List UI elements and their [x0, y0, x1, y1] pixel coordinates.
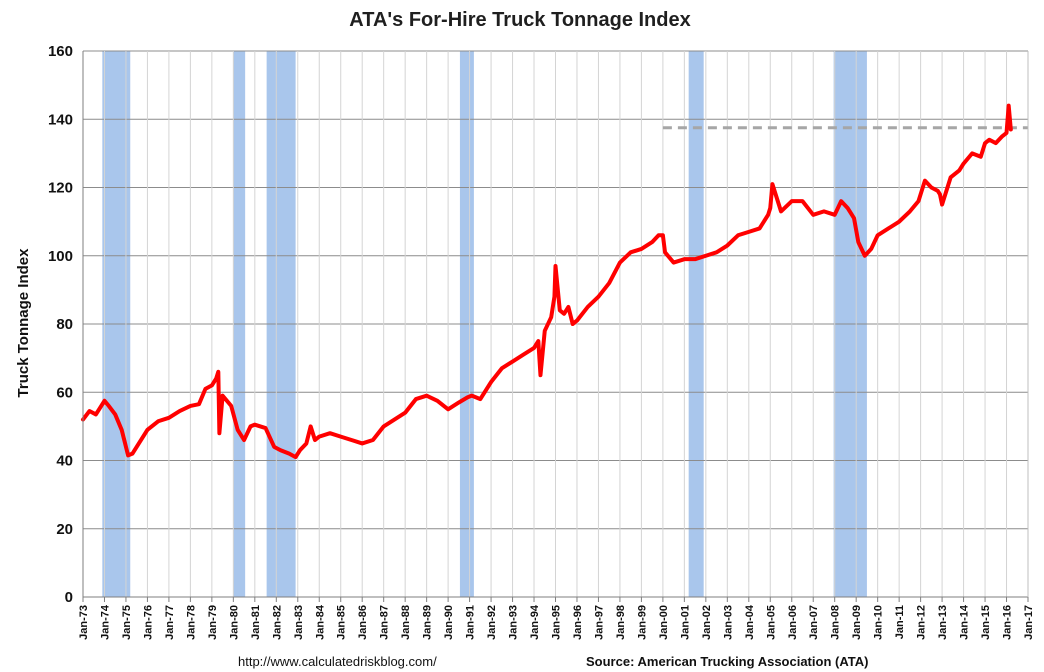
- x-tick-label: Jan-08: [830, 605, 842, 640]
- x-tick-label: Jan-75: [121, 605, 133, 640]
- x-tick-labels: Jan-73 Jan-74 Jan-75 Jan-76 Jan-77 Jan-78 Jan-…: [78, 604, 1035, 640]
- x-tick-label: Jan-87: [379, 605, 391, 640]
- chart-title: ATA's For-Hire Truck Tonnage Index: [349, 9, 690, 31]
- x-tick-label: Jan-01: [679, 605, 691, 640]
- x-tick-label: Jan-07: [808, 605, 820, 640]
- x-tick-label: Jan-06: [787, 605, 799, 640]
- footer-source: Source: American Trucking Association (A…: [586, 654, 868, 669]
- x-tick-label: Jan-95: [551, 605, 563, 640]
- y-tick-label: 100: [48, 248, 73, 265]
- x-tick-label: Jan-05: [765, 605, 777, 640]
- x-tick-label: Jan-04: [744, 604, 756, 640]
- x-tick-label: Jan-94: [529, 604, 541, 640]
- x-tick-label: Jan-02: [701, 605, 713, 640]
- x-tick-label: Jan-16: [1002, 605, 1014, 640]
- x-tick-label: Jan-90: [443, 605, 455, 640]
- x-tick-label: Jan-91: [465, 605, 477, 640]
- x-tick-label: Jan-96: [572, 605, 584, 640]
- x-tick-label: Jan-15: [980, 605, 992, 640]
- footer-url[interactable]: http://www.calculatedriskblog.com/: [238, 654, 437, 669]
- x-tick-label: Jan-81: [250, 605, 262, 640]
- x-tick-label: Jan-74: [99, 604, 111, 640]
- x-tick-label: Jan-92: [486, 605, 498, 640]
- gridlines: [83, 50, 1029, 597]
- x-tick-label: Jan-79: [207, 605, 219, 640]
- x-tick-label: Jan-14: [959, 604, 971, 640]
- x-tick-label: Jan-78: [185, 605, 197, 640]
- y-tick-label: 60: [56, 384, 73, 401]
- y-tick-label: 20: [56, 521, 73, 538]
- x-tick-label: Jan-85: [336, 605, 348, 640]
- y-tick-label: 140: [48, 111, 73, 128]
- x-tick-label: Jan-00: [658, 605, 670, 640]
- x-tick-label: Jan-97: [593, 605, 605, 640]
- y-tick-label: 80: [56, 316, 73, 333]
- y-tick-label: 0: [65, 589, 73, 606]
- x-tick-label: Jan-09: [851, 605, 863, 640]
- x-tick-label: Jan-76: [142, 605, 154, 640]
- x-tick-label: Jan-73: [78, 605, 90, 640]
- x-tick-label: Jan-83: [293, 605, 305, 640]
- y-tick-label: 40: [56, 453, 73, 470]
- x-tick-label: Jan-98: [615, 605, 627, 640]
- x-tick-label: Jan-03: [722, 605, 734, 640]
- y-tick-label: 160: [48, 43, 73, 60]
- x-tick-label: Jan-80: [228, 605, 240, 640]
- x-tick-label: Jan-86: [357, 605, 369, 640]
- series-line-1: [81, 103, 1013, 460]
- x-tick-label: Jan-11: [894, 605, 906, 639]
- x-tick-label: Jan-10: [873, 605, 885, 640]
- x-tick-label: Jan-93: [508, 605, 520, 640]
- series-layer: [81, 103, 1013, 460]
- axes: [82, 51, 1029, 602]
- x-tick-label: Jan-12: [916, 605, 928, 640]
- x-tick-label: Jan-13: [937, 605, 949, 640]
- x-tick-label: Jan-17: [1023, 605, 1035, 640]
- x-tick-label: Jan-84: [314, 604, 326, 640]
- x-tick-label: Jan-99: [636, 605, 648, 640]
- x-tick-label: Jan-77: [164, 605, 176, 640]
- y-axis-title: Truck Tonnage Index: [15, 248, 32, 398]
- y-tick-label: 120: [48, 180, 73, 197]
- x-tick-label: Jan-88: [400, 605, 412, 640]
- x-tick-label: Jan-89: [422, 605, 434, 640]
- x-tick-label: Jan-82: [271, 605, 283, 640]
- y-tick-labels: 0 20 40 60 80 100 120 140 160: [48, 43, 73, 606]
